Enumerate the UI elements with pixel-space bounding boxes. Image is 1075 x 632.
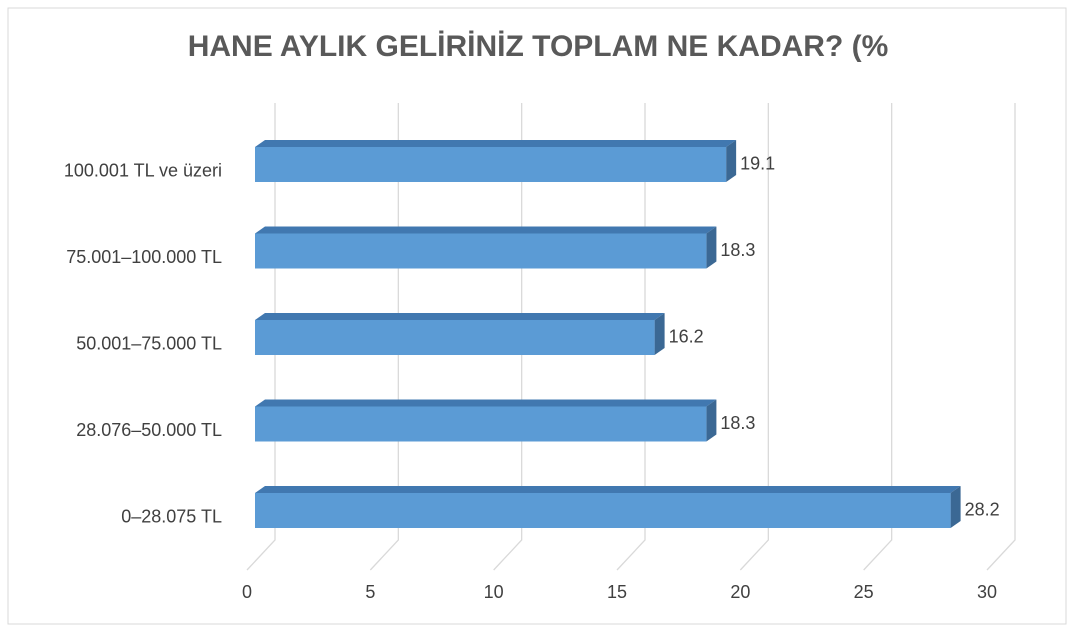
data-label: 28.2 [965,499,1000,519]
bar [255,493,951,528]
x-tick-label: 10 [484,582,504,602]
bar [255,233,707,269]
bar-side [706,399,717,442]
data-label: 16.2 [669,326,704,346]
x-tick-label: 30 [977,582,997,602]
grid-line [863,103,893,571]
y-tick-label: 75.001–100.000 TL [66,247,222,267]
data-label: 18.3 [720,240,755,260]
bar-side [950,486,961,528]
bar-top [255,226,717,234]
bar [255,406,707,442]
x-tick-label: 20 [730,582,750,602]
y-tick-label: 50.001–75.000 TL [76,333,222,353]
bar-side [706,226,717,269]
bar-top [255,399,717,407]
grid-line [739,103,769,571]
y-tick-label: 100.001 TL ve üzeri [64,160,222,180]
y-tick-label: 28.076–50.000 TL [76,420,222,440]
x-tick-label: 5 [365,582,375,602]
grid-line [986,103,1016,571]
x-tick-label: 0 [242,582,252,602]
bar-top [255,313,665,320]
bar [255,147,727,182]
data-label: 19.1 [740,153,775,173]
bar-top [255,140,737,147]
x-tick-label: 15 [607,582,627,602]
bar-side [654,313,665,355]
data-label: 18.3 [720,413,755,433]
chart-title: HANE AYLIK GELİRİNİZ TOPLAM NE KADAR? (% [188,30,889,63]
bar-side [726,140,737,182]
bar [255,320,655,355]
bar-top [255,486,961,493]
x-tick-label: 25 [854,582,874,602]
y-tick-label: 0–28.075 TL [121,506,222,526]
